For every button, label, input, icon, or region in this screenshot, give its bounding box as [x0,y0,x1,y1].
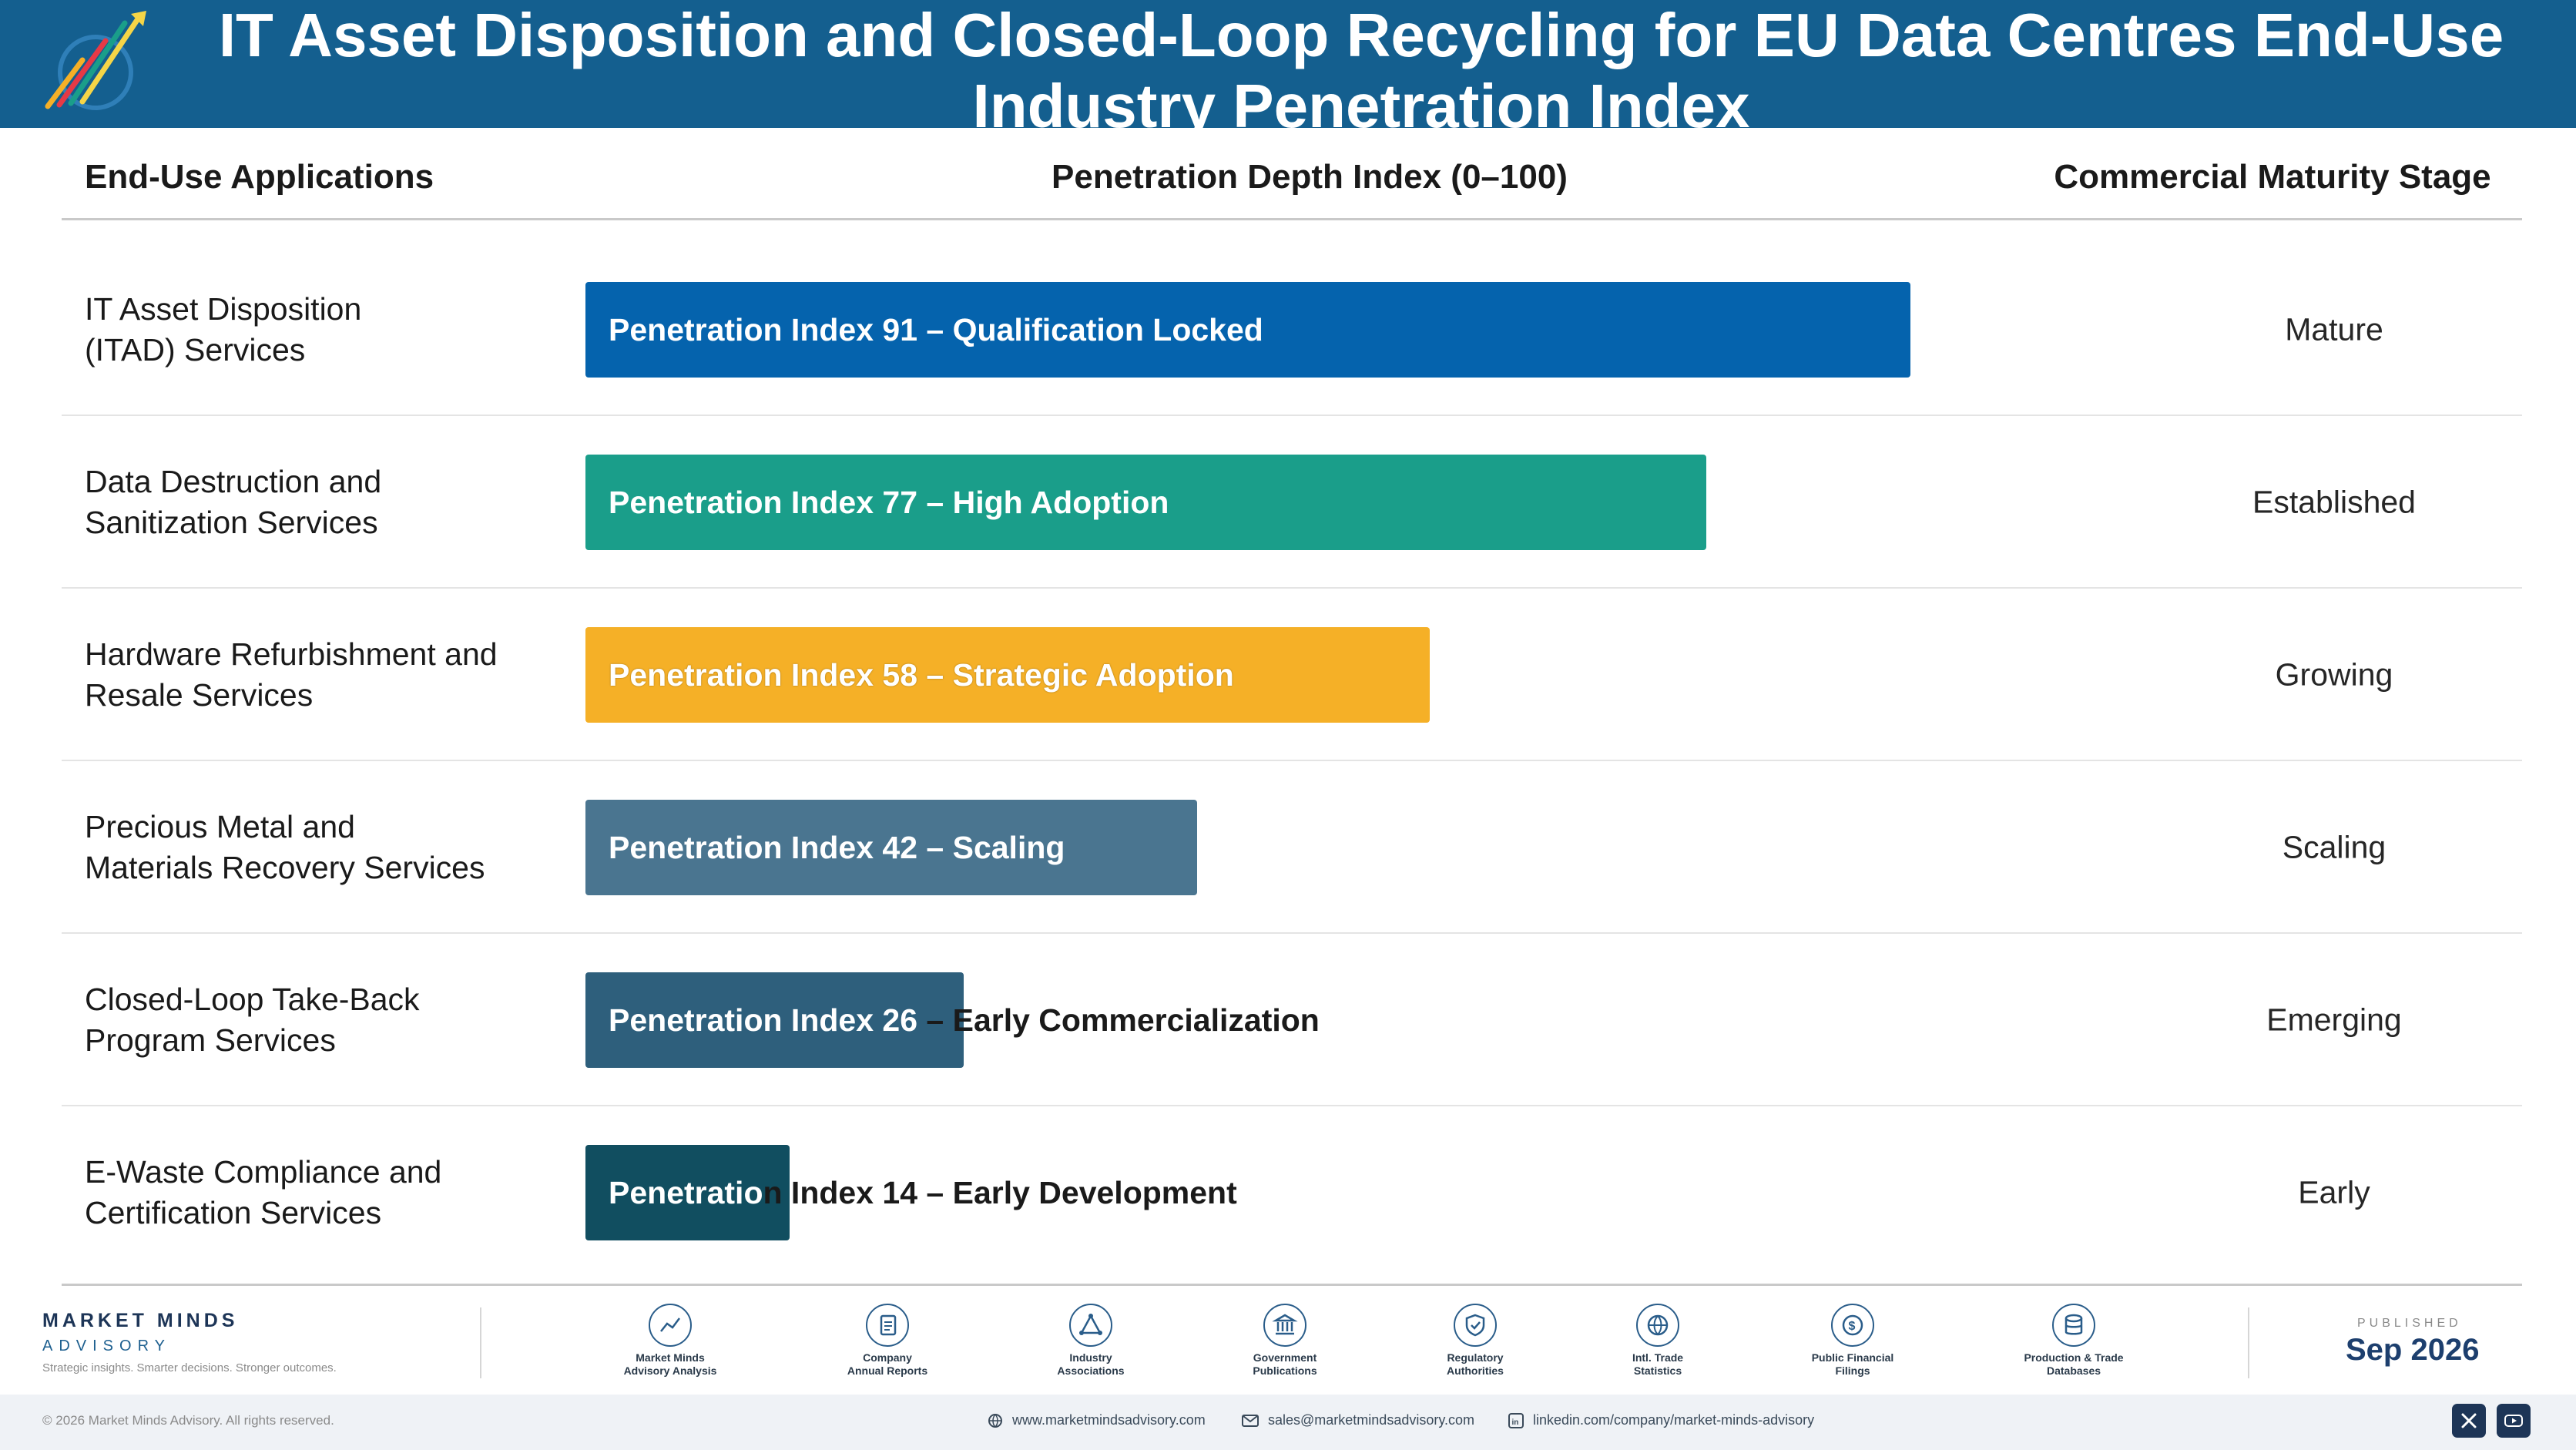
penetration-bar [585,972,964,1068]
source-item: Intl. Trade Statistics [1581,1304,1735,1378]
svg-text:in: in [1512,1418,1519,1427]
globe-icon [988,1413,1002,1428]
document-icon [866,1304,909,1347]
footer-divider [2248,1307,2249,1378]
column-header-applications: End-Use Applications [85,158,434,196]
source-item: Production & Trade Databases [1997,1304,2151,1378]
website-link[interactable]: www.marketmindsadvisory.com [988,1412,1206,1428]
bar-label: Penetration Index 26 – Early Commerciali… [609,1002,1320,1038]
source-label: Industry Associations [1057,1351,1125,1377]
table-row: IT Asset Disposition (ITAD) Services Pene… [62,243,2522,416]
globe-icon [1636,1304,1679,1347]
source-item: Industry Associations [1014,1304,1168,1378]
maturity-stage: Scaling [2282,829,2386,865]
x-social-button[interactable] [2452,1404,2486,1438]
row-divider [62,587,2522,589]
table-row: Precious Metal and Materials Recovery Se… [62,761,2522,934]
column-header-maturity: Commercial Maturity Stage [2054,158,2491,196]
header-banner: IT Asset Disposition and Closed-Loop Rec… [0,0,2576,128]
maturity-stage: Growing [2275,656,2393,693]
email-text: sales@marketmindsadvisory.com [1268,1412,1475,1428]
application-label: IT Asset Disposition (ITAD) Services [85,291,362,368]
column-header-penetration: Penetration Depth Index (0–100) [1052,158,1568,196]
application-label: E-Waste Compliance and Certification Ser… [85,1154,442,1230]
bar-label: Penetration Index 42 – Scaling [609,830,1065,865]
brand-tagline: Strategic insights. Smarter decisions. S… [42,1361,337,1374]
table-row: Data Destruction and Sanitization Servic… [62,416,2522,589]
source-item: Regulatory Authorities [1398,1304,1552,1378]
application-label: Precious Metal and Materials Recovery Se… [85,809,485,885]
bar-label: Penetration Index 91 – Qualification Loc… [609,312,1263,347]
footer-bar [0,1395,2576,1450]
source-item: Market Minds Advisory Analysis [593,1304,747,1378]
row-divider [62,760,2522,761]
maturity-stage: Early [2298,1174,2370,1210]
footer-divider [480,1307,481,1378]
source-label: Government Publications [1253,1351,1317,1377]
website-text: www.marketmindsadvisory.com [1012,1412,1206,1428]
penetration-bar [585,455,1706,550]
application-label: Closed-Loop Take-Back Program Services [85,982,420,1058]
svg-text:$: $ [1849,1320,1856,1333]
mail-icon [1242,1414,1259,1427]
x-logo-icon [2461,1413,2477,1428]
row-divider [62,1105,2522,1106]
source-label: Market Minds Advisory Analysis [623,1351,717,1377]
logo-icon [45,11,146,110]
brand-sub: ADVISORY [42,1338,171,1354]
penetration-bar [585,1145,790,1240]
linkedin-icon: in [1508,1412,1524,1428]
published-date: Sep 2026 [2346,1333,2480,1367]
source-label: Public Financial Filings [1811,1351,1894,1377]
chart-line-icon [649,1304,692,1347]
application-label: Data Destruction and Sanitization Servic… [85,464,382,540]
bar-label: Penetration Index 58 – Strategic Adoptio… [609,657,1234,693]
page-title: IT Asset Disposition and Closed-Loop Rec… [218,1,2504,128]
penetration-bar [585,627,1430,723]
row-divider [62,932,2522,934]
header-divider [62,218,2522,220]
email-link[interactable]: sales@marketmindsadvisory.com [1242,1412,1474,1428]
table-row: Closed-Loop Take-Back Program Services Pe… [62,934,2522,1106]
database-icon [2052,1304,2095,1347]
bar-label: Penetration Index 14 – Early Development [609,1175,1237,1210]
government-building-icon [1263,1304,1306,1347]
source-label: Regulatory Authorities [1447,1351,1504,1377]
shield-icon [1454,1304,1497,1347]
source-label: Intl. Trade Statistics [1632,1351,1684,1377]
published-label: PUBLISHED [2357,1317,2462,1330]
bottom-divider [62,1284,2522,1286]
penetration-bar [585,282,1910,378]
table-row: Hardware Refurbishment and Resale Servic… [62,589,2522,761]
table-row: E-Waste Compliance and Certification Ser… [62,1106,2522,1279]
source-label: Company Annual Reports [847,1351,928,1377]
copyright-text: © 2026 Market Minds Advisory. All rights… [42,1413,334,1428]
penetration-bar [585,800,1197,895]
application-label: Hardware Refurbishment and Resale Servic… [85,636,498,713]
source-label: Production & Trade Databases [2024,1351,2124,1377]
source-item: Government Publications [1208,1304,1362,1378]
maturity-stage: Established [2252,484,2416,520]
linkedin-text: linkedin.com/company/market-minds-adviso… [1533,1412,1815,1428]
source-item: Company Annual Reports [810,1304,964,1378]
youtube-social-button[interactable] [2497,1404,2531,1438]
linkedin-link[interactable]: in linkedin.com/company/market-minds-adv… [1508,1412,1814,1428]
source-item: $ Public Financial Filings [1776,1304,1930,1378]
youtube-icon [2504,1415,2523,1427]
row-divider [62,415,2522,416]
dollar-icon: $ [1831,1304,1874,1347]
brand-name: MARKET MINDS [42,1310,239,1331]
maturity-stage: Mature [2285,311,2383,347]
bar-label: Penetration Index 77 – High Adoption [609,485,1169,520]
network-icon [1069,1304,1112,1347]
maturity-stage: Emerging [2266,1002,2402,1038]
